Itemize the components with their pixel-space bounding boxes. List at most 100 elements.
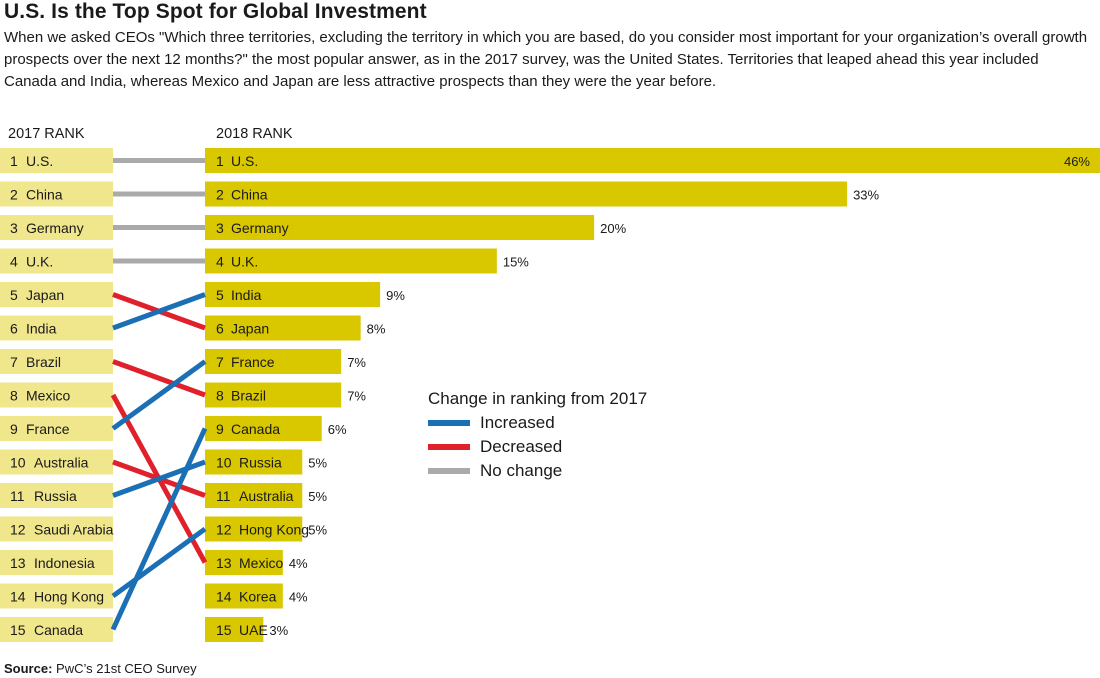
rank-2018-number: 12 (216, 522, 232, 538)
source-text: PwC’s 21st CEO Survey (52, 661, 197, 676)
bar-2018 (205, 315, 361, 341)
value-label: 7% (347, 355, 366, 370)
value-label: 33% (853, 188, 879, 203)
value-label: 3% (269, 623, 288, 638)
value-label: 15% (503, 255, 529, 270)
rank-2018-number: 7 (216, 354, 224, 370)
rank-2017-name: Mexico (26, 388, 71, 404)
connector-increased (111, 359, 207, 431)
legend-label: Decreased (480, 437, 562, 456)
bar-2018 (205, 516, 303, 542)
rank-2017-box (0, 181, 113, 207)
connector-increased (110, 427, 208, 631)
connector-decreased (112, 359, 206, 398)
bar-2018 (205, 282, 381, 307)
header-2018: 2018 RANK (216, 126, 293, 142)
rank-2018-name: Hong Kong (239, 522, 309, 538)
value-label: 9% (386, 288, 405, 303)
rank-2017-name: Australia (34, 455, 89, 471)
connector-increased (112, 292, 206, 331)
rank-2017-name: U.S. (26, 153, 53, 169)
chart-title: U.S. Is the Top Spot for Global Investme… (4, 0, 427, 23)
bar-2018 (205, 617, 264, 642)
rank-2017-box (0, 315, 113, 341)
rank-2017-number: 6 (10, 321, 18, 337)
rank-2018-number: 5 (216, 287, 224, 303)
value-label: 4% (289, 556, 308, 571)
rank-2018-number: 8 (216, 388, 224, 404)
source-label: Source: (4, 661, 53, 676)
legend-label: No change (480, 461, 562, 480)
rank-2018-number: 4 (216, 254, 224, 270)
connector-increased (111, 526, 207, 599)
rank-2017-box (0, 516, 113, 542)
chart-subtitle: When we asked CEOs "Which three territor… (4, 29, 1088, 90)
rank-2017-name: India (26, 321, 57, 337)
rank-2017-number: 7 (10, 354, 18, 370)
rank-2018-number: 15 (216, 622, 232, 638)
rank-2018-name: Japan (231, 321, 269, 337)
rank-2017-box (0, 282, 113, 307)
bar-2018 (205, 583, 283, 609)
rank-2017-number: 12 (10, 522, 26, 538)
rank-2018-name: Russia (239, 455, 282, 471)
bar-2018 (205, 382, 342, 408)
value-label: 5% (308, 456, 327, 471)
rank-2018-number: 13 (216, 555, 232, 571)
rank-2017-number: 2 (10, 187, 18, 203)
value-label: 4% (289, 590, 308, 605)
value-label: 7% (347, 389, 366, 404)
rank-2017-number: 4 (10, 254, 18, 270)
rank-2017-box (0, 215, 113, 240)
rank-2017-box (0, 483, 113, 508)
rank-2017-name: France (26, 421, 70, 437)
rank-2017-name: Saudi Arabia (34, 522, 114, 538)
rank-2017-box (0, 416, 113, 441)
rank-2017-number: 11 (10, 488, 25, 504)
rank-2017-number: 5 (10, 287, 18, 303)
bar-2018 (205, 349, 342, 374)
rank-2017-box (0, 148, 113, 173)
rank-2018-number: 10 (216, 455, 232, 471)
rank-2017-name: Russia (34, 488, 77, 504)
rank-2017-number: 1 (10, 153, 18, 169)
rank-2018-name: Germany (231, 220, 289, 236)
bar-2018 (205, 483, 303, 508)
bar-2018 (205, 248, 497, 274)
rank-2018-name: U.K. (231, 254, 258, 270)
legend-label: Increased (480, 413, 555, 432)
rank-2017-number: 15 (10, 622, 26, 638)
rank-2017-box (0, 583, 113, 609)
rank-2017-box (0, 617, 113, 642)
rank-2017-box (0, 550, 113, 575)
rank-2017-box (0, 248, 113, 274)
rank-2017-name: China (26, 187, 63, 203)
bar-2018 (205, 215, 595, 240)
rank-2017-name: Brazil (26, 354, 61, 370)
source-note: Source: PwC’s 21st CEO Survey (4, 661, 197, 676)
rank-2018-name: Brazil (231, 388, 266, 404)
rank-2017-box (0, 449, 113, 475)
header-2017: 2017 RANK (8, 126, 85, 142)
rank-2018-name: Mexico (239, 555, 284, 571)
rank-2018-name: India (231, 287, 262, 303)
bar-2018 (205, 416, 322, 441)
rank-2018-name: UAE (239, 622, 268, 638)
rank-2018-number: 14 (216, 589, 232, 605)
rank-2018-number: 9 (216, 421, 224, 437)
value-label: 20% (600, 221, 626, 236)
value-label: 8% (367, 322, 386, 337)
rank-2017-box (0, 349, 113, 374)
rank-2018-name: U.S. (231, 153, 258, 169)
rank-2018-number: 3 (216, 220, 224, 236)
bar-2018 (205, 181, 848, 207)
rank-2017-name: Hong Kong (34, 589, 104, 605)
rank-2017-name: Canada (34, 622, 83, 638)
legend-title: Change in ranking from 2017 (428, 389, 647, 408)
rank-2017-number: 13 (10, 555, 26, 571)
rank-2018-name: Canada (231, 421, 280, 437)
rank-2017-number: 3 (10, 220, 18, 236)
rank-2017-name: Indonesia (34, 555, 95, 571)
rank-2017-number: 14 (10, 589, 26, 605)
